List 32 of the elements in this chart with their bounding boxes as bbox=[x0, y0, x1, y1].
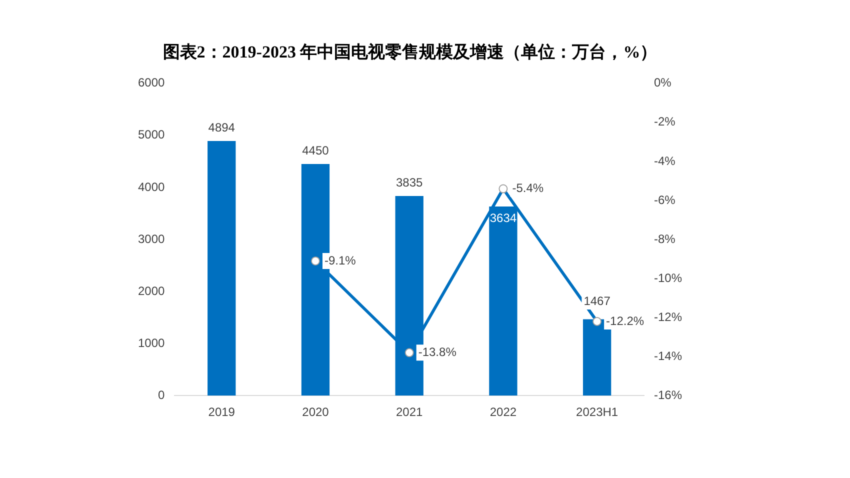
bar bbox=[208, 140, 236, 396]
y-tick-label: 4000 bbox=[138, 180, 166, 194]
y2-tick-label: -4% bbox=[654, 154, 676, 168]
x-tick-label: 2019 bbox=[208, 405, 236, 420]
data-label: -13.8% bbox=[418, 344, 457, 359]
data-label: -5.4% bbox=[512, 181, 544, 196]
chart-title: 图表2：2019-2023 年中国电视零售规模及增速（单位：万台，%） bbox=[162, 42, 658, 62]
y-tick-label: 2000 bbox=[138, 284, 166, 298]
y-tick-label: 3000 bbox=[138, 232, 166, 246]
data-label: -9.1% bbox=[324, 253, 356, 268]
data-label: 4894 bbox=[208, 120, 236, 134]
data-label: 4450 bbox=[302, 143, 330, 158]
y2-tick-label: 0% bbox=[654, 76, 672, 90]
y-tick-label: 6000 bbox=[138, 76, 166, 90]
y-tick-label: 1000 bbox=[138, 336, 166, 350]
data-label: 1467 bbox=[584, 294, 611, 308]
data-label: -12.2% bbox=[606, 314, 644, 328]
y-tick-label: 5000 bbox=[138, 128, 166, 142]
data-label: 3835 bbox=[396, 175, 424, 190]
y2-tick-label: -12% bbox=[654, 310, 682, 324]
x-tick-label: 2022 bbox=[490, 405, 517, 420]
x-tick-label: 2023H1 bbox=[576, 405, 618, 420]
y2-tick-label: -14% bbox=[654, 348, 682, 363]
y2-tick-label: -10% bbox=[654, 270, 682, 285]
y2-tick-label: -8% bbox=[654, 232, 676, 246]
y2-tick-label: -16% bbox=[654, 388, 682, 402]
y-tick-label: 0 bbox=[158, 388, 166, 402]
x-tick-label: 2021 bbox=[396, 405, 424, 420]
y2-tick-label: -6% bbox=[654, 192, 676, 207]
y2-tick-label: -2% bbox=[654, 114, 676, 129]
x-tick-label: 2020 bbox=[302, 405, 330, 420]
data-label: 3634 bbox=[490, 210, 517, 225]
